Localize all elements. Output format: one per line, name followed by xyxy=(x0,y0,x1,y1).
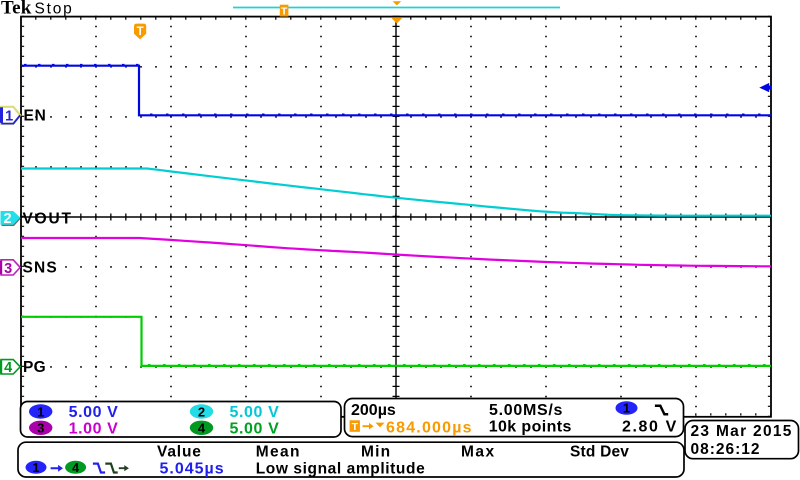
svg-text:1: 1 xyxy=(33,461,40,475)
svg-text:Tek: Tek xyxy=(1,0,32,19)
svg-text:3: 3 xyxy=(4,261,12,277)
svg-text:T: T xyxy=(352,421,359,433)
svg-text:Mean: Mean xyxy=(256,443,301,460)
svg-text:Std Dev: Std Dev xyxy=(570,443,629,460)
svg-text:5.00 V: 5.00 V xyxy=(230,420,280,437)
svg-text:EN: EN xyxy=(24,107,47,124)
svg-text:4: 4 xyxy=(198,421,206,436)
svg-text:VOUT: VOUT xyxy=(23,211,73,228)
svg-text:Low signal amplitude: Low signal amplitude xyxy=(256,460,426,477)
svg-text:2: 2 xyxy=(4,211,12,227)
svg-text:4: 4 xyxy=(72,461,79,475)
svg-text:T: T xyxy=(281,6,288,18)
svg-text:200µs: 200µs xyxy=(351,402,396,419)
svg-text:1.00 V: 1.00 V xyxy=(69,420,119,437)
svg-text:2: 2 xyxy=(198,404,205,419)
svg-text:PG: PG xyxy=(23,359,46,376)
svg-text:Value: Value xyxy=(157,443,202,460)
svg-text:SNS: SNS xyxy=(23,259,58,276)
svg-text:1: 1 xyxy=(623,401,630,416)
svg-text:3: 3 xyxy=(37,421,44,436)
svg-text:10k points: 10k points xyxy=(489,419,572,436)
svg-text:23 Mar 2015: 23 Mar 2015 xyxy=(691,423,793,440)
svg-text:2.80 V: 2.80 V xyxy=(622,419,678,436)
svg-text:684.000µs: 684.000µs xyxy=(386,419,473,436)
svg-text:5.00 V: 5.00 V xyxy=(69,404,119,421)
svg-text:5.045µs: 5.045µs xyxy=(160,460,225,477)
svg-text:Stop: Stop xyxy=(35,0,74,17)
svg-text:Min: Min xyxy=(361,443,391,460)
svg-text:Max: Max xyxy=(461,443,496,460)
svg-text:T: T xyxy=(137,26,144,38)
svg-text:1: 1 xyxy=(5,109,13,125)
svg-text:5.00 V: 5.00 V xyxy=(230,404,280,421)
svg-text:08:26:12: 08:26:12 xyxy=(691,441,761,458)
svg-text:4: 4 xyxy=(4,360,12,376)
svg-text:1: 1 xyxy=(37,404,44,419)
svg-text:5.00MS/s: 5.00MS/s xyxy=(489,402,563,419)
